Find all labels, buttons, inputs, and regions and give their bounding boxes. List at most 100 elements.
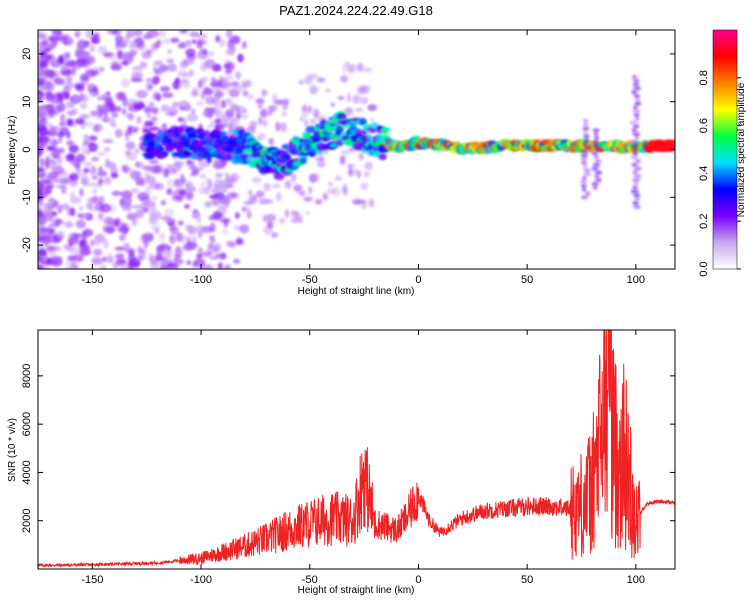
spectrogram-cell — [186, 260, 192, 266]
spectrogram-cell — [38, 117, 42, 127]
spectrogram-cell — [191, 235, 197, 245]
spectrogram-cell — [185, 48, 196, 57]
spectrogram-cell — [592, 139, 599, 144]
spectrogram-cell — [202, 251, 213, 258]
spectrogram-cell — [111, 111, 119, 119]
spectrogram-cell — [135, 209, 145, 219]
spectrogram-cell — [52, 165, 60, 171]
spectrogram-cell — [634, 136, 639, 141]
spectrogram-cell — [371, 122, 379, 130]
spectrogram-cell — [57, 30, 63, 37]
spectrogram-cell — [237, 53, 244, 63]
spectrogram-cell — [91, 175, 99, 180]
spectrogram-cell — [160, 85, 171, 92]
spectrogram-cell — [149, 126, 160, 132]
spectrogram-cell — [179, 41, 186, 48]
spectrogram-cell — [89, 44, 95, 53]
spectrogram-cell — [104, 226, 114, 234]
spectrogram-cell — [275, 121, 281, 132]
spectrogram-cell — [94, 233, 106, 244]
spectrogram-cell — [38, 93, 42, 99]
spectrogram-cell — [340, 149, 351, 155]
spectrogram-cell — [204, 58, 216, 69]
spectrogram-cell — [48, 35, 58, 42]
spectrogram-cell — [48, 216, 54, 223]
spectrogram-cell — [370, 116, 375, 124]
spectrogram-cell — [173, 160, 185, 167]
spectrogram-cell — [344, 107, 353, 113]
spectrogram-cell — [290, 172, 297, 183]
spectrogram-cell — [59, 126, 70, 136]
spectrogram-cell — [90, 36, 101, 44]
snr-background — [38, 330, 675, 569]
spectrogram-cell — [594, 174, 600, 179]
spectrogram-cell — [192, 208, 198, 214]
spectrogram-cell — [213, 183, 220, 190]
spectrogram-cell — [595, 147, 602, 152]
spectrogram-cell — [177, 220, 184, 226]
spectrogram-cell — [633, 86, 642, 91]
spectrogram-cell — [127, 112, 135, 121]
spectrogram-cell — [240, 79, 250, 86]
spectrogram-cell — [358, 152, 364, 161]
spectrogram-cell — [218, 38, 226, 48]
spectrogram-cell — [88, 142, 98, 152]
spectrogram-cell — [186, 159, 193, 165]
spectrogram-cell — [179, 60, 189, 69]
spectrogram-cell — [273, 172, 285, 181]
spectrogram-cell — [167, 49, 172, 54]
spectrogram-cell — [148, 253, 154, 261]
spectrogram-cell — [46, 174, 56, 180]
spectrogram-cell — [634, 197, 640, 202]
spectrogram-cell — [108, 104, 117, 113]
spectrogram-cell — [360, 182, 369, 191]
spectrogram-cell — [93, 248, 103, 257]
spectrogram-cell — [87, 70, 100, 76]
spectrogram-cell — [51, 246, 62, 251]
spectrogram-cell — [307, 105, 313, 114]
spectrogram-cell — [127, 102, 133, 112]
spectrogram-cell — [632, 132, 641, 137]
spectrogram-cell — [258, 198, 269, 205]
spectrogram-cell — [189, 172, 195, 177]
spectrogram-cell — [177, 79, 187, 84]
spectrogram-cell — [219, 158, 226, 168]
spectrogram-cell — [257, 116, 264, 125]
spectrogram-cell — [309, 85, 319, 95]
spectrogram-cell — [212, 164, 222, 169]
spectrogram-cell — [340, 75, 349, 83]
spectrogram-x-tick-label: 100 — [627, 274, 645, 286]
spectrogram-cell — [200, 181, 206, 187]
spectrogram-cell — [82, 228, 94, 237]
spectrogram-cell — [231, 84, 244, 94]
spectrogram-cell — [38, 243, 45, 248]
spectrogram-cell — [632, 151, 639, 156]
spectrogram-cell — [346, 63, 357, 74]
spectrogram-cell — [206, 50, 214, 57]
spectrogram-cell — [128, 257, 141, 267]
spectrogram-cell — [143, 106, 150, 114]
spectrogram-cell — [149, 211, 154, 217]
spectrogram-cell — [86, 202, 94, 210]
spectrogram-cell — [50, 93, 63, 100]
spectrogram-cell — [135, 161, 144, 169]
spectrogram-cell — [268, 137, 274, 146]
spectrogram-cell — [583, 122, 589, 127]
spectrogram-cell — [151, 195, 158, 201]
spectrogram-cell — [142, 127, 152, 134]
spectrogram-x-tick-label: 0 — [415, 274, 421, 286]
spectrogram-cell — [157, 30, 167, 38]
snr-x-ticks: -150 -100 -50 0 50 100 — [81, 330, 645, 586]
spectrogram-cell — [334, 175, 343, 181]
spectrogram-cell — [179, 177, 185, 185]
spectrogram-cell — [116, 256, 123, 267]
spectrogram-cell — [193, 258, 206, 268]
spectrogram-cell — [47, 197, 56, 203]
spectrogram-cell — [103, 216, 113, 225]
spectrogram-cell — [174, 248, 183, 258]
spectrogram-cell — [339, 155, 346, 166]
spectrogram-x-tick-label: -100 — [190, 274, 212, 286]
spectrogram-cell — [79, 73, 90, 82]
spectrogram-cell — [126, 30, 137, 38]
